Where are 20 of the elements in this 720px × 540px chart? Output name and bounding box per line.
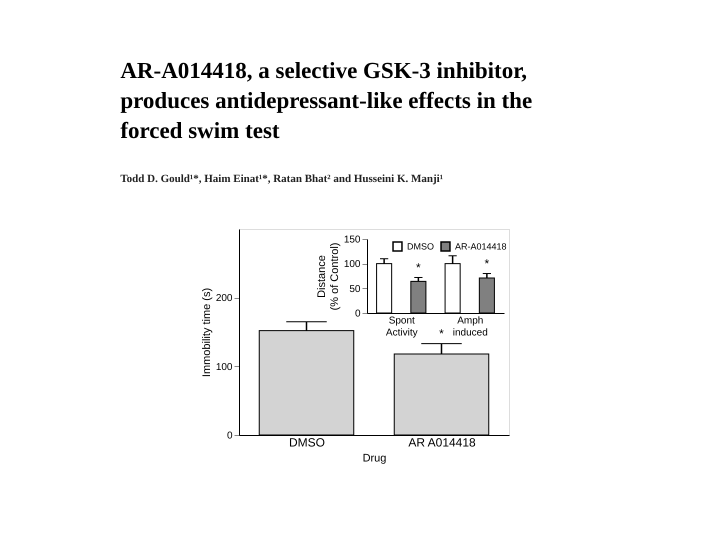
chart-title: AR-A014418, a selective GSK-3 inhibitor, produces antidepressant-like effects in the forced swim test bbox=[120, 58, 532, 143]
y-tick-label: 0 bbox=[354, 308, 361, 320]
legend-label: AR-A014418 bbox=[455, 242, 507, 252]
annotation: * bbox=[484, 256, 490, 271]
y-tick-label: 0 bbox=[226, 430, 233, 442]
annotation: * bbox=[439, 326, 444, 341]
x-tick-label: Amph induced bbox=[452, 316, 488, 338]
legend-label: DMSO bbox=[407, 242, 434, 252]
y-tick-label: 200 bbox=[216, 293, 233, 304]
annotation: * bbox=[416, 260, 422, 274]
x-tick-label: AR A014418 bbox=[408, 436, 476, 450]
x-axis-title: Drug bbox=[362, 452, 386, 464]
y-tick-label: 150 bbox=[344, 234, 361, 246]
y-axis-title: Distance (% of Control) bbox=[316, 242, 341, 310]
y-tick-label: 100 bbox=[344, 259, 361, 270]
y-tick-label: 50 bbox=[349, 284, 361, 295]
y-axis-title: Immobility time (s) bbox=[200, 288, 213, 378]
chart-subtitle: Todd D. Gould¹*, Haim Einat¹*, Ratan Bhat² and Husseini K. Manji¹ bbox=[120, 173, 444, 185]
x-tick-label: Spont Activity bbox=[386, 316, 418, 338]
y-tick-label: 100 bbox=[216, 362, 233, 373]
